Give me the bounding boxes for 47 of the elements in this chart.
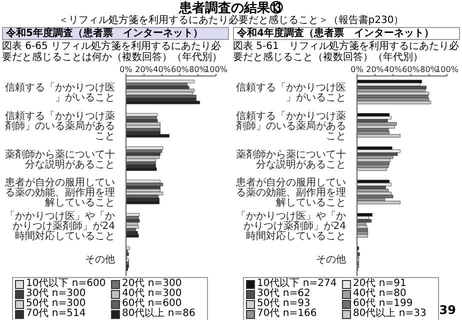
chart-title: 図表 6-65 リフィル処方箋を利用するにあたり必要だと感じることは何か（複数回答）（年代別） (2, 41, 223, 63)
x-tick-label: 40% (153, 65, 172, 74)
y-tick-label: 「かかりつけ医」や「かかりつけ薬剤師」が24時間対応していること (236, 210, 346, 242)
legend-label: 10代以下 n=274 (257, 278, 337, 289)
y-tick-label: 患者が自分の服用している薬の効能、副作用を理解していること (4, 176, 115, 208)
legend-label: 70代 n=514 (26, 308, 86, 319)
legend-label: 60代 n=600 (122, 298, 182, 309)
x-tick-label: 60% (402, 65, 420, 74)
x-tick-label: 40% (384, 65, 402, 74)
legend-label: 50代 n=300 (26, 298, 86, 309)
legend-label: 20代 n=300 (122, 278, 182, 289)
y-tick-label: 信頼する「かかりつけ薬剤師」のいる薬局があること (236, 110, 346, 142)
y-tick-label: 「かかりつけ医」や「かかりつけ薬剤師」が24時間対応していること (5, 210, 115, 242)
x-tick-label: 20% (135, 65, 154, 74)
legend-label: 10代以下 n=600 (26, 278, 106, 289)
x-tick-label: 0% (350, 65, 364, 74)
y-tick-label: その他 (316, 253, 346, 266)
x-tick-label: 20% (366, 65, 384, 74)
x-tick-label: 80% (189, 65, 208, 74)
x-tick-label: 80% (420, 65, 438, 74)
legend-label: 60代 n=199 (353, 298, 413, 309)
chart-subtitle: 令和4年度調査（患者票 インターネット） (233, 27, 460, 40)
legend-label: 70代 n=166 (257, 308, 317, 319)
legend-label: 40代 n=80 (353, 288, 406, 299)
y-tick-label: 信頼する「かかりつけ薬剤師」のいる薬局があること (5, 110, 115, 142)
y-tick-label: 患者が自分の服用している薬の効能、副作用を理解していること (235, 176, 346, 208)
legend-label: 40代 n=300 (122, 288, 182, 299)
legend-label: 80代以上 n=86 (122, 308, 196, 319)
text: ＜リフィル処方箋を利用するにあたり必要だと感じること＞（報告書p230） (57, 15, 405, 26)
legend-label: 30代 n=62 (257, 288, 310, 299)
legend-label: 80代以上 n=33 (353, 308, 426, 319)
y-tick-label: 信頼する「かかりつけ医」がいること (5, 81, 115, 104)
y-tick-label: 薬剤師から薬について十分な説明があること (236, 148, 346, 170)
y-tick-label: その他 (85, 253, 115, 266)
chart-title: 図表 5-61 リフィル処方箋を利用するにあたり必要だと感じること（複数回答）（年代別） (233, 41, 460, 63)
x-tick-label: 100% (204, 65, 228, 74)
x-tick-label: 100% (436, 65, 459, 74)
text: 39 (439, 303, 456, 317)
x-tick-label: 0% (120, 65, 133, 74)
text: 患者調査の結果⑬ (178, 1, 284, 16)
legend-label: 20代 n=91 (353, 278, 406, 289)
y-tick-label: 信頼する「かかりつけ医」がいること (236, 81, 346, 104)
legend-label: 50代 n=93 (257, 298, 310, 309)
x-tick-label: 60% (171, 65, 190, 74)
legend-label: 30代 n=300 (26, 288, 86, 299)
chart-subtitle: 令和5年度調査（患者票 インターネット） (2, 27, 229, 40)
y-tick-label: 薬剤師から薬について十分な説明があること (5, 148, 115, 170)
